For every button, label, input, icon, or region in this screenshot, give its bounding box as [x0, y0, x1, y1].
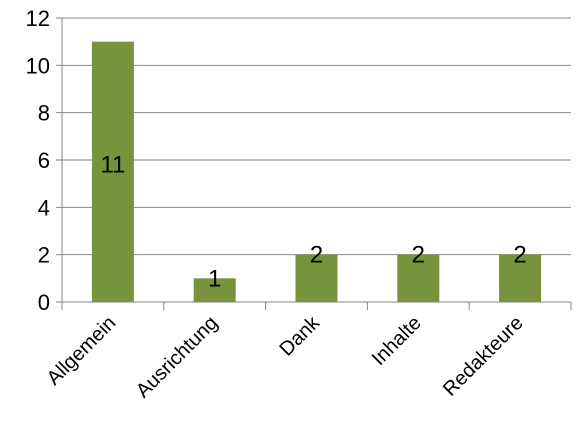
bar	[397, 254, 440, 302]
x-category-label: Allgemein	[43, 312, 121, 390]
x-category-label: Redakteure	[439, 312, 528, 401]
y-tick-label: 0	[38, 290, 50, 315]
bar	[295, 254, 338, 302]
data-label: 2	[513, 242, 526, 269]
gridlines	[62, 17, 571, 256]
bar	[193, 278, 236, 302]
x-category-label: Inhalte	[368, 312, 426, 370]
x-category-label: Ausrichtung	[132, 312, 222, 402]
y-tick-labels: 0 2 4 6 8 10 12	[26, 6, 50, 315]
axes	[56, 17, 572, 310]
y-tick-label: 10	[26, 53, 50, 78]
x-category-label: Dank	[275, 311, 324, 360]
bars	[91, 41, 542, 303]
y-tick-label: 4	[38, 195, 50, 220]
data-label: 1	[208, 265, 221, 292]
data-label: 11	[100, 152, 125, 179]
y-tick-label: 8	[38, 101, 50, 126]
y-tick-label: 6	[38, 148, 50, 173]
data-label: 2	[412, 242, 425, 269]
y-tick-label: 12	[26, 6, 50, 31]
x-category-labels: Allgemein Ausrichtung Dank Inhalte Redakteur…	[43, 311, 528, 402]
data-label: 2	[310, 242, 323, 269]
y-tick-label: 2	[38, 243, 50, 268]
bar	[91, 41, 134, 303]
bar	[499, 254, 542, 302]
